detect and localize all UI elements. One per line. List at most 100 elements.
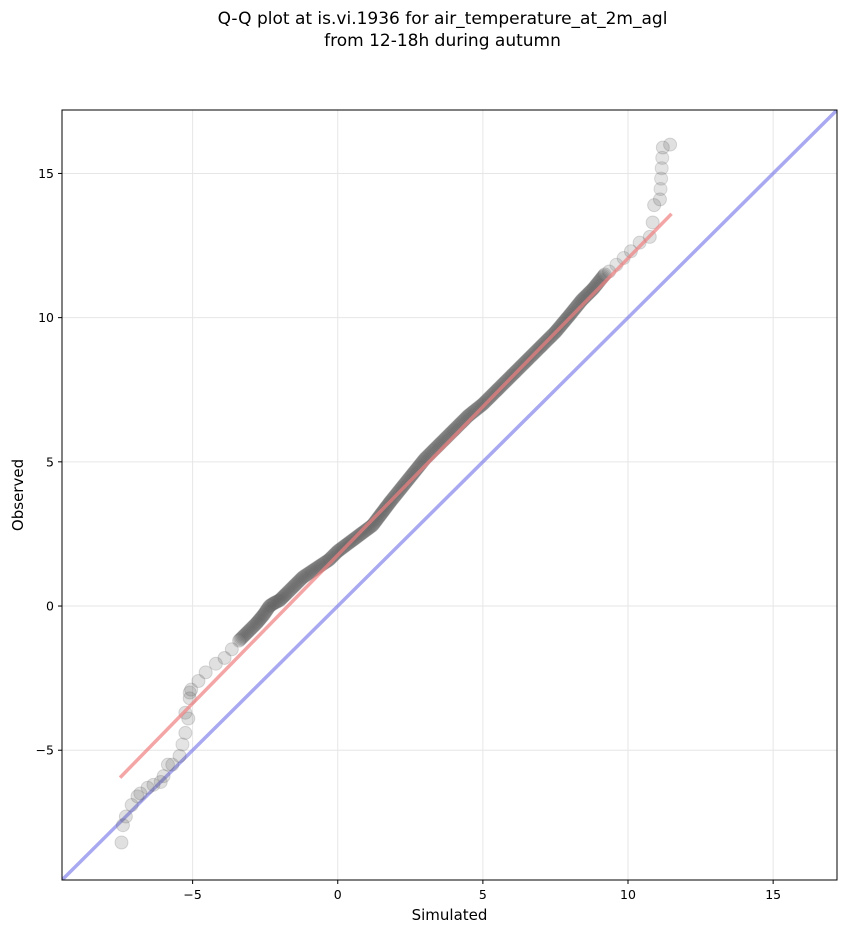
qq-point (130, 789, 145, 804)
qq-point (234, 631, 249, 646)
qq-point (268, 595, 283, 610)
qq-point (236, 629, 251, 644)
qq-point (198, 665, 213, 680)
ticks: −5 0 5 10 15 −5 0 5 10 15 (36, 166, 782, 902)
qq-point (652, 192, 667, 207)
grid (62, 110, 837, 880)
qq-point (293, 572, 308, 587)
qq-point (269, 594, 284, 609)
qq-point (260, 602, 275, 617)
qq-point (375, 505, 390, 520)
qq-point (239, 626, 254, 641)
qq-point (246, 619, 261, 634)
qq-point (353, 526, 368, 541)
qq-point (237, 628, 252, 643)
qq-point (566, 302, 581, 317)
qq-point (330, 544, 345, 559)
qq-point (175, 737, 190, 752)
qq-point (255, 608, 270, 623)
qq-point (653, 182, 668, 197)
qq-point (302, 566, 317, 581)
qq-point (299, 567, 314, 582)
qq-point (244, 621, 259, 636)
qq-point (261, 600, 276, 615)
qq-point (563, 306, 578, 321)
qq-point (184, 682, 199, 697)
qq-point (235, 630, 250, 645)
qq-point (291, 574, 306, 589)
qq-point (473, 399, 488, 414)
x-tick-label: 5 (479, 887, 487, 902)
qq-point (274, 591, 289, 606)
qq-point (373, 507, 388, 522)
qq-point (280, 585, 295, 600)
qq-point (655, 140, 670, 155)
qq-point (181, 711, 196, 726)
qq-point (647, 198, 662, 213)
qq-point (325, 549, 340, 564)
qq-point (283, 582, 298, 597)
qq-point (286, 579, 301, 594)
qq-point (397, 477, 412, 492)
qq-point (265, 596, 280, 611)
qq-point (242, 622, 257, 637)
qq-point (248, 617, 263, 632)
qq-point (356, 525, 371, 540)
qq-point (287, 578, 302, 593)
qq-point (645, 215, 660, 230)
qq-point (191, 674, 206, 689)
qq-point (472, 400, 487, 415)
qq-point (178, 725, 193, 740)
qq-point (240, 624, 255, 639)
qq-point (208, 656, 223, 671)
qq-point (298, 568, 313, 583)
qq-point (233, 632, 248, 647)
qq-point (288, 577, 303, 592)
x-tick-label: 0 (334, 887, 342, 902)
y-axis-label: Observed (9, 459, 27, 531)
qq-point (333, 542, 348, 557)
x-tick-label: −5 (183, 887, 201, 902)
qq-point (165, 757, 180, 772)
y-tick-label: 0 (46, 599, 54, 614)
qq-point (469, 401, 484, 416)
qq-point (232, 633, 247, 648)
qq-point (562, 307, 577, 322)
qq-point (264, 597, 279, 612)
qq-point (334, 541, 349, 556)
qq-point (307, 562, 322, 577)
qq-point (254, 610, 269, 625)
qq-point (564, 305, 579, 320)
qq-point (241, 623, 256, 638)
qq-point (249, 616, 264, 631)
x-tick-label: 10 (620, 887, 636, 902)
identity-line (62, 110, 837, 880)
qq-point (331, 543, 346, 558)
qq-point (133, 786, 148, 801)
qq-point (172, 748, 187, 763)
qq-point (326, 548, 341, 563)
y-tick-label: 5 (46, 454, 54, 469)
qq-point (252, 613, 267, 628)
qq-point (153, 774, 168, 789)
data-layer (62, 110, 837, 880)
qq-point (156, 769, 171, 784)
plot-frame (61, 109, 838, 881)
fit-line (118, 212, 673, 779)
qq-point (271, 593, 286, 608)
qq-point (260, 601, 275, 616)
qq-point (401, 472, 416, 487)
qq-point (474, 398, 489, 413)
qq-point (253, 612, 268, 627)
qq-point (251, 614, 266, 629)
qq-point (263, 598, 278, 613)
qq-point (403, 469, 418, 484)
qq-point (275, 590, 290, 605)
qq-point (654, 161, 669, 176)
qq-point (328, 546, 343, 561)
qq-point (290, 575, 305, 590)
qq-point (329, 545, 344, 560)
qq-point (279, 586, 294, 601)
qq-point (266, 596, 281, 611)
